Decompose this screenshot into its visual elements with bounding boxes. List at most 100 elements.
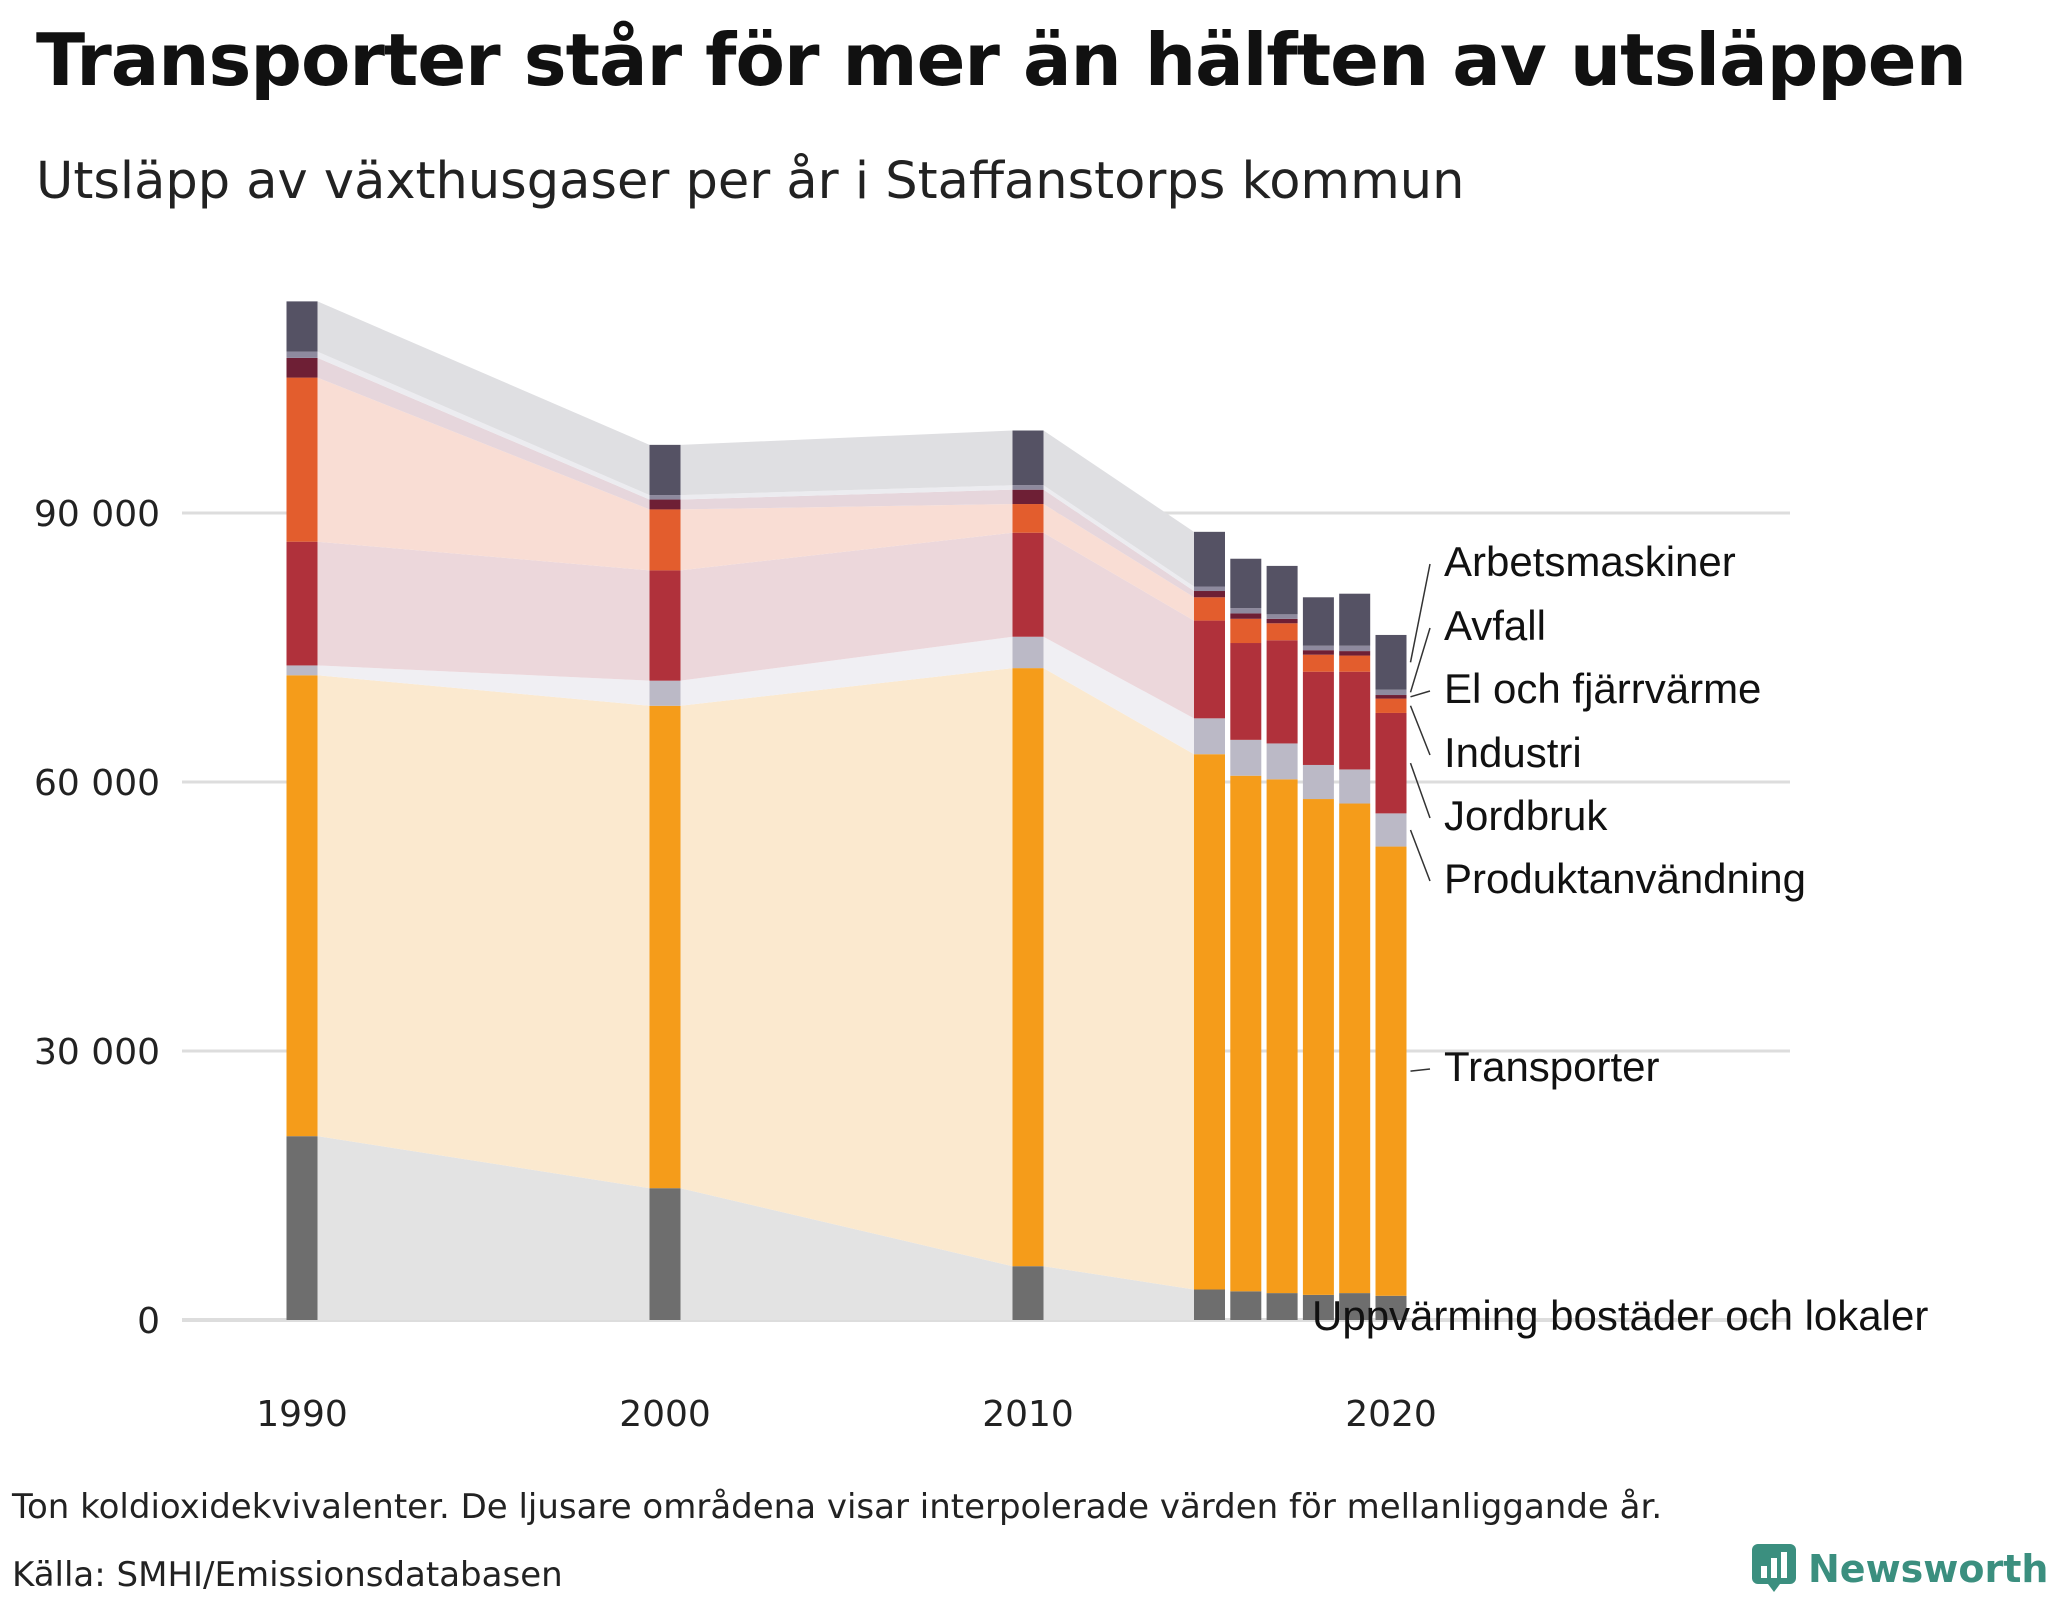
bar-segment (649, 1188, 681, 1320)
series-label: Industri (1444, 729, 1582, 776)
bar-segment (649, 705, 681, 1189)
bar-segment (1012, 489, 1044, 505)
chart-title: Transporter står för mer än hälften av u… (36, 18, 1967, 102)
bar-segment (286, 377, 318, 542)
bar-segment (649, 570, 681, 681)
bar-segment (1375, 698, 1407, 713)
bar-segment (1230, 618, 1262, 644)
area-transporter (1043, 668, 1194, 1290)
area-industri (680, 504, 1013, 571)
area-uppvärming-bostäder-och-lokaler (317, 1136, 650, 1320)
leader-line (1409, 829, 1431, 882)
bar-segment (649, 499, 681, 510)
area-transporter (680, 668, 1013, 1267)
bar-segment (1302, 650, 1334, 655)
bar-segment (1266, 1293, 1298, 1320)
bar-segment (1339, 645, 1371, 652)
area-uppvärming-bostäder-och-lokaler (680, 1188, 1013, 1320)
bar-segment (1230, 739, 1262, 776)
bar-segment (1375, 634, 1407, 690)
bar-segment (1266, 614, 1298, 619)
bar-segment (1266, 640, 1298, 744)
interpolated-areas (317, 301, 1194, 1320)
bar-segment (1194, 591, 1225, 598)
bar-segment (286, 301, 318, 352)
bar-segment (649, 680, 681, 706)
bar-segment (1375, 695, 1407, 699)
bar-segment (1339, 655, 1371, 672)
bar-segment (1194, 754, 1225, 1290)
bar-segment (1375, 1295, 1407, 1320)
bar-segment (1230, 643, 1262, 740)
y-tick-label: 90 000 (34, 494, 160, 535)
bar-segment (1012, 1266, 1044, 1320)
bar-segment (1230, 558, 1262, 609)
bar-segment (286, 1136, 318, 1320)
bar-segment (286, 675, 318, 1137)
bar-segment (1302, 799, 1334, 1295)
bar-segment (1230, 613, 1262, 619)
area-industri (1043, 504, 1194, 621)
bar-segment (1302, 1294, 1334, 1320)
brand-logo: Newsworthy (1752, 1544, 2048, 1594)
series-label: Avfall (1444, 602, 1546, 649)
bar-segment (1266, 618, 1298, 624)
area-produktanvändning (680, 636, 1013, 706)
area-arbetsmaskiner (680, 430, 1013, 496)
area-jordbruk (680, 532, 1013, 681)
bar-segment (1194, 718, 1225, 755)
bar-segment (1012, 532, 1044, 637)
bar-segment (649, 509, 681, 571)
bar-segment (1194, 597, 1225, 621)
source-note: Källa: SMHI/Emissionsdatabasen (12, 1555, 563, 1595)
bar-segment (1375, 689, 1407, 696)
bar-segment (1230, 1291, 1262, 1320)
x-tick-label: 2010 (982, 1394, 1074, 1435)
bar-segment (1339, 651, 1371, 656)
leader-line (1410, 1068, 1431, 1072)
area-uppvärming-bostäder-och-lokaler (1043, 1266, 1194, 1320)
series-label: El och fjärrvärme (1444, 665, 1761, 712)
leader-line (1409, 563, 1431, 663)
series-label: Arbetsmaskiner (1444, 538, 1736, 585)
bar-segment (1375, 813, 1407, 847)
area-el-och-fjärrvärme (680, 489, 1013, 510)
leader-line (1409, 705, 1431, 756)
area-avfall (317, 351, 650, 500)
chart-subtitle: Utsläpp av växthusgaser per år i Staffan… (36, 152, 1465, 211)
bar-segment (1339, 1293, 1371, 1320)
bar-segment (1302, 671, 1334, 765)
bar-segment (286, 351, 318, 358)
bar-segment (1194, 620, 1225, 719)
bar-segment (1266, 623, 1298, 641)
bar-segment (1012, 485, 1044, 490)
area-transporter (317, 675, 650, 1189)
area-avfall (680, 485, 1013, 500)
area-arbetsmaskiner (317, 301, 650, 496)
bar-segment (1266, 779, 1298, 1294)
bar-segment (1194, 531, 1225, 587)
bar-segment (1230, 775, 1262, 1292)
area-industri (317, 377, 650, 571)
series-labels: Arbetsmaskiner Avfall El och fjärrvärme Ind… (1312, 538, 1928, 1339)
bars (286, 301, 1407, 1320)
bar-segment (1194, 1289, 1225, 1320)
brand-name: Newsworthy (1808, 1547, 2048, 1591)
bar-segment (286, 541, 318, 666)
y-tick-label: 60 000 (34, 763, 160, 804)
bar-segment (286, 665, 318, 676)
series-label: Produktanvändning (1444, 855, 1806, 902)
area-produktanvändning (1043, 636, 1194, 755)
bar-segment (649, 444, 681, 496)
area-produktanvändning (317, 665, 650, 706)
bar-segment (1375, 846, 1407, 1296)
area-avfall (1043, 485, 1194, 592)
x-tick-label: 1990 (256, 1394, 348, 1435)
bar-segment (1302, 597, 1334, 646)
bar-segment (649, 495, 681, 500)
axes: 0 30 000 60 000 90 000 1990 2000 2010 2020 (34, 494, 1437, 1435)
bar-segment (1012, 668, 1044, 1267)
bar-segment (1339, 803, 1371, 1294)
series-label: Uppvärming bostäder och lokaler (1312, 1292, 1928, 1339)
